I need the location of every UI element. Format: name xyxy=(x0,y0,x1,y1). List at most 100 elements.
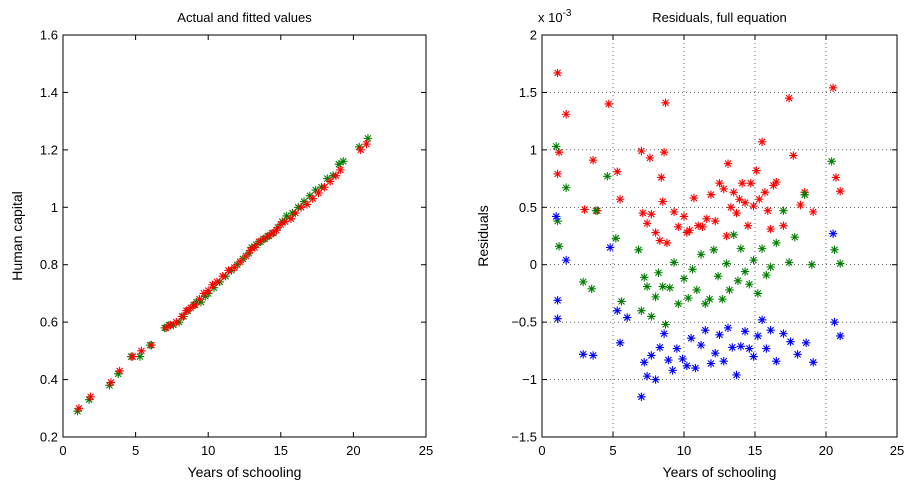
right-data-point xyxy=(623,313,632,322)
right-data-point xyxy=(642,371,652,381)
right-data-point xyxy=(669,207,679,217)
right-data-point xyxy=(553,314,562,323)
right-x-tick-label: 25 xyxy=(890,443,904,458)
right-data-point xyxy=(715,178,724,188)
right-data-point xyxy=(615,338,625,348)
left-data-point xyxy=(282,211,291,221)
right-data-point xyxy=(669,258,679,267)
left-plot-frame xyxy=(62,34,427,438)
right-data-point xyxy=(615,195,625,204)
right-y-tick-label: 0 xyxy=(530,257,537,272)
right-data-point xyxy=(763,206,772,215)
right-data-point xyxy=(762,344,771,353)
left-data-point xyxy=(177,312,187,321)
right-data-point xyxy=(647,351,656,360)
right-data-point xyxy=(679,274,689,283)
right-data-point xyxy=(694,221,703,230)
right-data-point xyxy=(728,343,737,352)
left-data-point xyxy=(74,404,84,413)
left-data-point xyxy=(182,306,191,315)
residuals-panel: 0 5 10 15 20 25 −1.5 −1 −0.5 0 0.5 1 1.5 2 Residuals,… xyxy=(475,8,904,480)
left-data-point xyxy=(339,157,348,166)
right-data-point xyxy=(831,173,841,182)
right-data-point xyxy=(793,350,802,359)
right-data-point xyxy=(740,327,750,336)
left-y-tick-label: 0.6 xyxy=(40,315,58,330)
right-data-point xyxy=(743,221,753,230)
right-axis-exponent: x 10-3 xyxy=(538,8,572,25)
right-data-point xyxy=(736,244,745,253)
left-data-point xyxy=(230,263,239,272)
left-data-point xyxy=(291,208,300,218)
left-data-point xyxy=(235,257,245,267)
right-data-point xyxy=(722,231,731,241)
right-data-point xyxy=(661,98,670,107)
left-data-points xyxy=(73,134,373,416)
left-data-point xyxy=(84,395,94,404)
right-data-point xyxy=(766,262,775,272)
right-data-point xyxy=(702,214,711,223)
right-data-point xyxy=(779,329,788,338)
right-data-point xyxy=(784,258,794,267)
left-data-point xyxy=(195,294,204,304)
right-data-point xyxy=(729,188,738,197)
right-data-point xyxy=(637,392,646,401)
right-data-point xyxy=(613,167,622,176)
left-data-point xyxy=(272,226,281,235)
right-data-point xyxy=(752,166,761,175)
right-data-point xyxy=(745,344,754,353)
right-data-point xyxy=(755,195,764,204)
left-plot-title: Actual and fitted values xyxy=(177,10,312,25)
left-data-point xyxy=(190,300,200,310)
left-data-point xyxy=(355,142,364,152)
left-x-tick-label: 0 xyxy=(59,443,66,458)
right-data-point xyxy=(753,331,763,341)
left-data-point xyxy=(263,231,272,241)
left-data-point xyxy=(137,346,146,356)
right-data-point xyxy=(745,280,754,289)
left-data-point xyxy=(166,320,175,330)
right-y-tick-label: −1 xyxy=(522,372,537,387)
right-data-point xyxy=(591,206,601,215)
right-data-point xyxy=(637,146,646,156)
left-data-point xyxy=(356,145,365,155)
left-y-tick-label: 1.4 xyxy=(40,85,58,100)
left-data-point xyxy=(267,228,277,238)
left-x-tick-label: 25 xyxy=(419,443,433,458)
right-data-point xyxy=(828,83,838,93)
right-data-point xyxy=(705,294,714,304)
right-data-point xyxy=(588,351,598,360)
right-data-point xyxy=(809,358,818,367)
right-data-point xyxy=(772,356,781,366)
right-data-point xyxy=(651,228,660,237)
right-data-point xyxy=(740,267,750,276)
right-data-point xyxy=(719,356,728,366)
right-data-point xyxy=(735,195,744,204)
right-y-tick-label: 2 xyxy=(530,28,537,43)
exponent-base: x 10 xyxy=(538,10,563,25)
left-data-point xyxy=(147,340,156,350)
right-data-point xyxy=(638,208,648,218)
left-data-point xyxy=(363,134,373,143)
right-data-point xyxy=(553,169,562,179)
right-data-point xyxy=(738,178,747,188)
left-data-point xyxy=(302,200,312,209)
right-data-point xyxy=(684,293,693,303)
right-plot-frame xyxy=(541,34,898,438)
right-data-point xyxy=(668,366,677,375)
right-data-point xyxy=(753,289,763,298)
left-data-point xyxy=(276,220,285,229)
right-data-point xyxy=(578,277,588,287)
right-data-point xyxy=(647,209,656,219)
right-data-point xyxy=(686,334,696,343)
right-data-point xyxy=(672,344,682,353)
right-data-point xyxy=(701,299,710,308)
right-data-point xyxy=(637,306,646,315)
right-data-point xyxy=(786,337,795,346)
right-x-axis-label: Years of schooling xyxy=(663,464,777,480)
right-data-point xyxy=(679,212,689,221)
right-data-point xyxy=(732,208,741,218)
right-data-point xyxy=(713,272,723,281)
right-data-point xyxy=(678,354,687,364)
